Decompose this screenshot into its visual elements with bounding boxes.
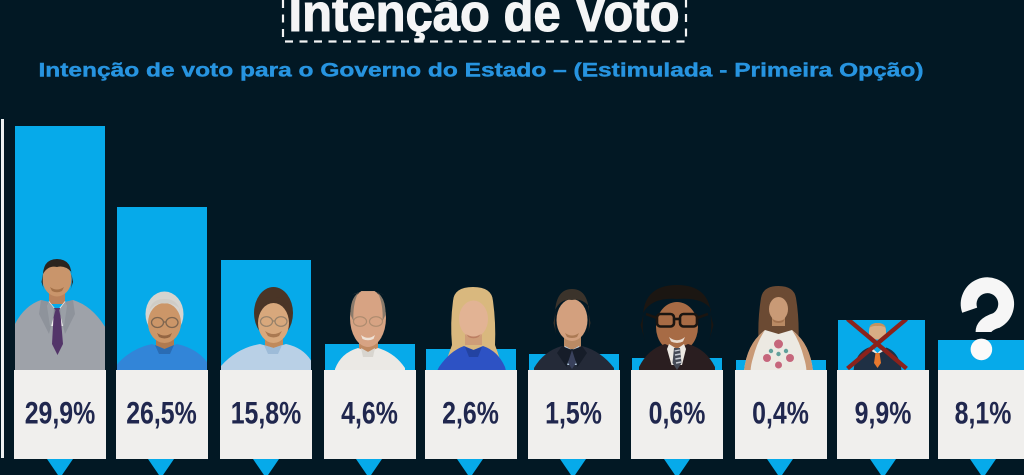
- svg-text:15,8%: 15,8%: [231, 396, 302, 432]
- svg-text:2,6%: 2,6%: [442, 396, 499, 432]
- svg-text:4,6%: 4,6%: [341, 396, 398, 432]
- svg-text:8,1%: 8,1%: [955, 396, 1012, 432]
- svg-text:0,4%: 0,4%: [752, 396, 809, 432]
- svg-text:9,9%: 9,9%: [855, 396, 912, 432]
- svg-text:1,5%: 1,5%: [545, 396, 602, 432]
- svg-text:26,5%: 26,5%: [126, 396, 197, 432]
- svg-text:Intenção de voto para o Govern: Intenção de voto para o Governo do Estad…: [39, 60, 924, 82]
- svg-text:29,9%: 29,9%: [25, 396, 96, 432]
- svg-text:Intenção de Voto: Intenção de Voto: [289, 0, 680, 43]
- svg-text:0,6%: 0,6%: [649, 396, 706, 432]
